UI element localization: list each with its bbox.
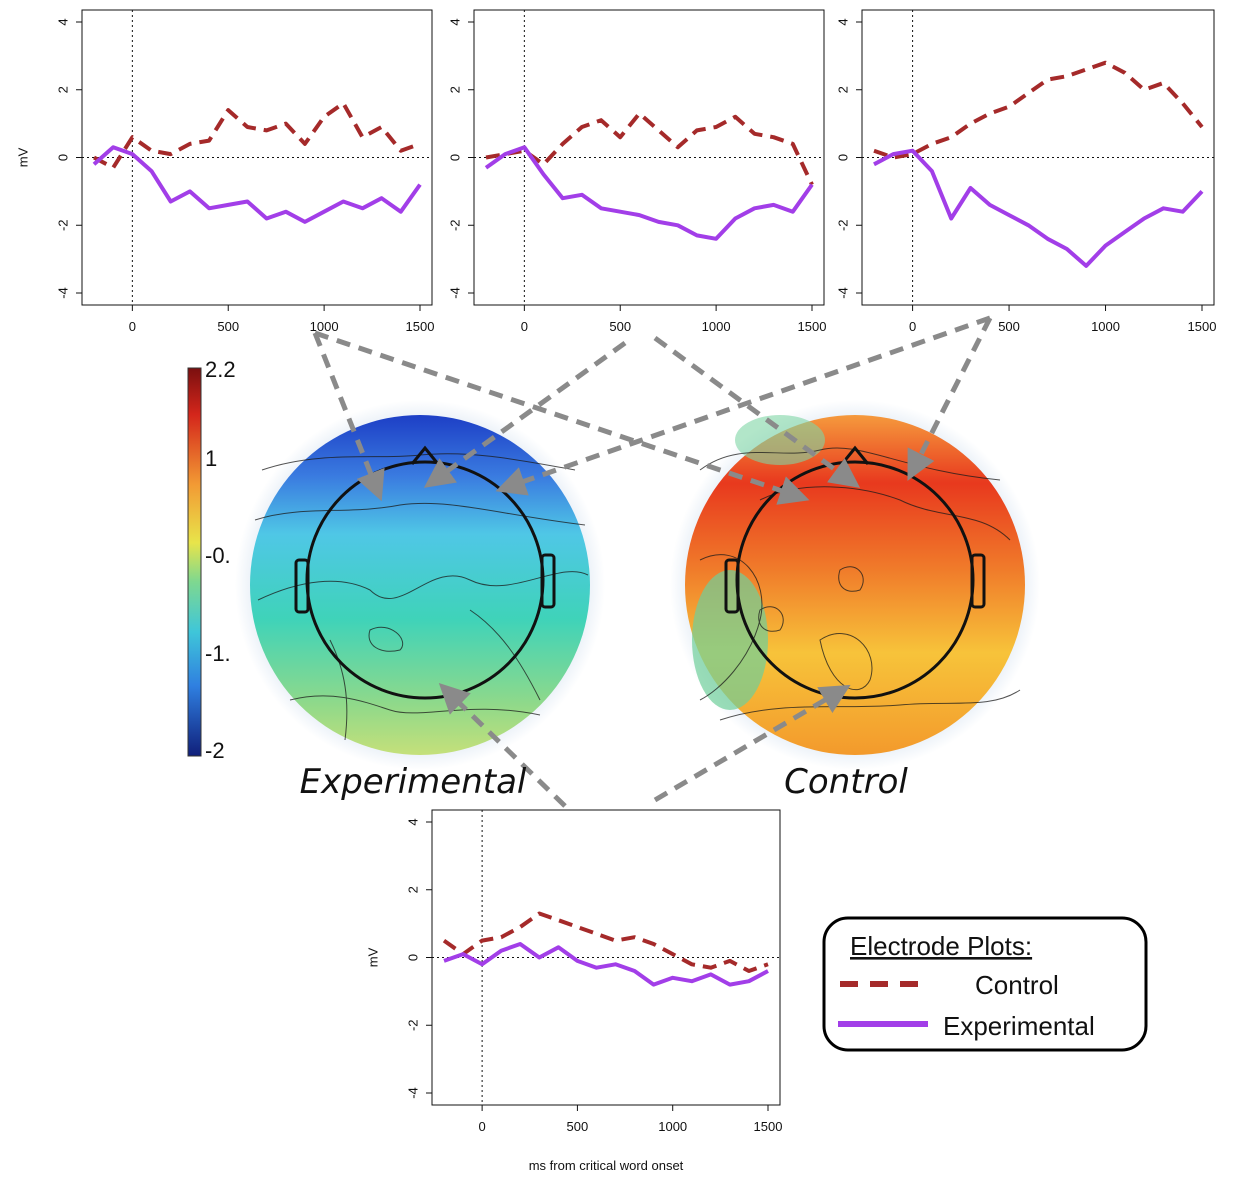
y-tick-label: 2 <box>835 86 850 93</box>
x-tick-label: 1500 <box>1188 319 1217 334</box>
scalp-map-experimental <box>235 400 605 770</box>
series-line-experimental <box>443 942 769 987</box>
x-tick-label: 0 <box>479 1119 486 1134</box>
x-tick-label: 1500 <box>798 319 827 334</box>
arrow <box>312 332 385 502</box>
y-tick-label: -4 <box>447 287 462 299</box>
colorbar-tick: -2 <box>205 738 225 763</box>
arrow <box>314 330 810 505</box>
colorbar-tick: 1 <box>205 446 217 471</box>
x-tick-label: 1000 <box>658 1119 687 1134</box>
condition-label-control: Control <box>784 762 908 802</box>
y-tick-label: 0 <box>55 154 70 161</box>
colorbar: 2.2 1 -0. -1. -2 <box>187 357 236 763</box>
arrow <box>653 335 861 488</box>
legend-label-control: Control <box>975 970 1059 1000</box>
y-tick-label: -2 <box>447 219 462 231</box>
legend: Electrode Plots: Control Experimental <box>822 916 1148 1052</box>
arrow <box>653 684 851 803</box>
legend-label-experimental: Experimental <box>943 1011 1095 1041</box>
y-tick-label: 4 <box>405 818 420 825</box>
electrode-plot-top-left: 0 500 1000 1500 -4 -2 0 2 4 mV <box>15 9 435 334</box>
y-tick-label: -2 <box>405 1019 420 1031</box>
ear-left <box>724 558 740 614</box>
arrow <box>438 683 567 808</box>
x-tick-label: 500 <box>998 319 1020 334</box>
arrow <box>423 340 627 488</box>
y-tick-label: 2 <box>447 86 462 93</box>
y-tick-label: -4 <box>405 1087 420 1099</box>
scalp-low-region <box>692 570 768 710</box>
arrow <box>495 315 991 496</box>
series-line-control <box>442 911 769 973</box>
series-line-experimental <box>873 148 1204 268</box>
y-axis-label: mV <box>365 947 380 967</box>
x-tick-label: 0 <box>909 319 916 334</box>
series-line-control <box>873 60 1204 160</box>
series-line-experimental <box>484 145 814 241</box>
colorbar-tick: -0. <box>205 543 231 568</box>
y-tick-label: 4 <box>835 18 850 25</box>
x-tick-label: 0 <box>521 319 528 334</box>
ear-right <box>540 553 556 609</box>
x-tick-label: 500 <box>567 1119 589 1134</box>
series-line-control <box>93 101 421 170</box>
scalp-topography <box>250 415 590 755</box>
electrode-plot-top-right: 0 500 1000 1500 -4 -2 0 2 4 <box>835 9 1217 334</box>
electrode-plot-bottom: 0 500 1000 1500 -4 -2 0 2 4 mV ms from critical wo… <box>365 809 783 1173</box>
y-tick-label: 4 <box>447 18 462 25</box>
x-tick-label: 0 <box>129 319 136 334</box>
y-tick-label: -2 <box>835 219 850 231</box>
y-tick-label: -4 <box>835 287 850 299</box>
electrode-plot-top-middle: 0 500 1000 1500 -4 -2 0 2 4 <box>447 9 827 334</box>
ear-right <box>970 553 986 609</box>
y-tick-label: 0 <box>835 154 850 161</box>
colorbar-scale <box>187 367 202 757</box>
y-tick-label: -2 <box>55 219 70 231</box>
x-tick-label: 500 <box>217 319 239 334</box>
ear-left <box>294 558 310 614</box>
condition-label-experimental: Experimental <box>300 762 527 802</box>
colorbar-tick: 2.2 <box>205 357 236 382</box>
y-tick-label: 2 <box>405 886 420 893</box>
series-line-control <box>485 111 814 186</box>
x-tick-label: 1000 <box>1091 319 1120 334</box>
connector-arrows <box>312 315 993 808</box>
y-tick-label: 2 <box>55 86 70 93</box>
legend-title: Electrode Plots: <box>850 931 1032 961</box>
legend-box <box>822 916 1148 1052</box>
x-tick-label: 500 <box>609 319 631 334</box>
arrow <box>907 316 993 481</box>
y-tick-label: 0 <box>405 954 420 961</box>
x-axis-label: ms from critical word onset <box>529 1158 684 1173</box>
y-axis-label: mV <box>15 147 30 167</box>
scalp-low-region <box>735 415 825 465</box>
x-tick-label: 1000 <box>702 319 731 334</box>
x-tick-label: 1500 <box>754 1119 783 1134</box>
x-tick-label: 1000 <box>310 319 339 334</box>
y-tick-label: 4 <box>55 18 70 25</box>
series-line-experimental <box>92 145 422 224</box>
scalp-map-control <box>670 400 1040 770</box>
y-tick-label: -4 <box>55 287 70 299</box>
colorbar-tick: -1. <box>205 641 231 666</box>
y-tick-label: 0 <box>447 154 462 161</box>
x-tick-label: 1500 <box>406 319 435 334</box>
